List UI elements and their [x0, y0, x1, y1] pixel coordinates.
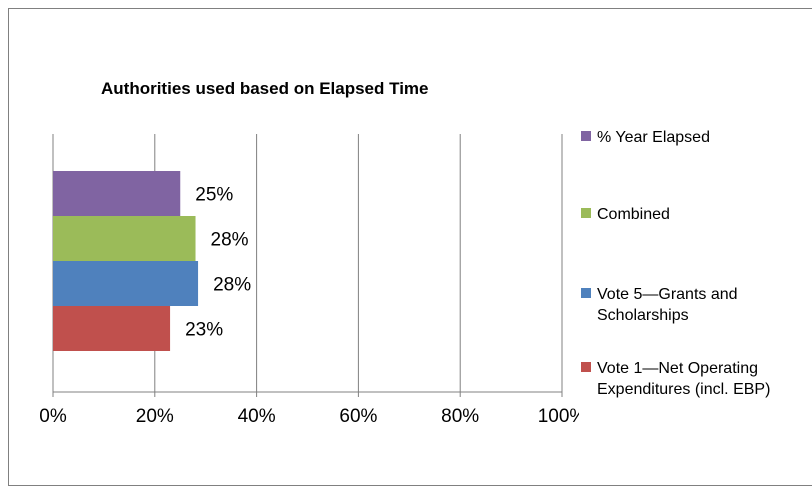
x-tick-label: 0%	[39, 406, 67, 427]
x-tick-label: 100%	[538, 406, 579, 427]
chart-title: Authorities used based on Elapsed Time	[101, 79, 429, 98]
bar-chart: 25% 28% 28% 23% 0% 20% 40% 60% 80% 100%	[39, 134, 579, 427]
legend-label-combined: Combined	[597, 206, 670, 223]
legend-item-year-elapsed: % Year Elapsed	[581, 127, 812, 148]
legend-swatch-vote-1	[581, 362, 591, 372]
legend-swatch-year-elapsed	[581, 131, 591, 141]
legend-label-vote-1: Vote 1—Net Operating Expenditures (incl.…	[597, 360, 771, 398]
bar	[53, 171, 181, 216]
x-tick-label: 20%	[136, 406, 174, 427]
data-labels: 25% 28% 28% 23%	[185, 185, 251, 341]
legend-item-combined: Combined	[581, 204, 812, 225]
legend-swatch-vote-5	[581, 288, 591, 298]
bar	[53, 306, 171, 351]
legend-item-vote-5: Vote 5—Grants and Scholarships	[581, 284, 812, 326]
x-tick-labels: 0% 20% 40% 60% 80% 100%	[39, 406, 579, 427]
data-label: 25%	[195, 185, 233, 206]
legend-swatch-combined	[581, 208, 591, 218]
x-tick-label: 40%	[238, 406, 276, 427]
bar	[53, 216, 196, 261]
bar	[53, 261, 199, 306]
legend-label-year-elapsed: % Year Elapsed	[597, 129, 710, 146]
data-label: 28%	[211, 230, 249, 251]
bars	[53, 171, 199, 351]
data-label: 23%	[185, 320, 223, 341]
data-label: 28%	[213, 275, 251, 296]
legend-item-vote-1: Vote 1—Net Operating Expenditures (incl.…	[581, 358, 812, 400]
x-tick-label: 80%	[441, 406, 479, 427]
legend-label-vote-5: Vote 5—Grants and Scholarships	[597, 286, 738, 324]
chart-frame: Authorities used based on Elapsed Time 2…	[8, 8, 812, 486]
x-tick-label: 60%	[339, 406, 377, 427]
